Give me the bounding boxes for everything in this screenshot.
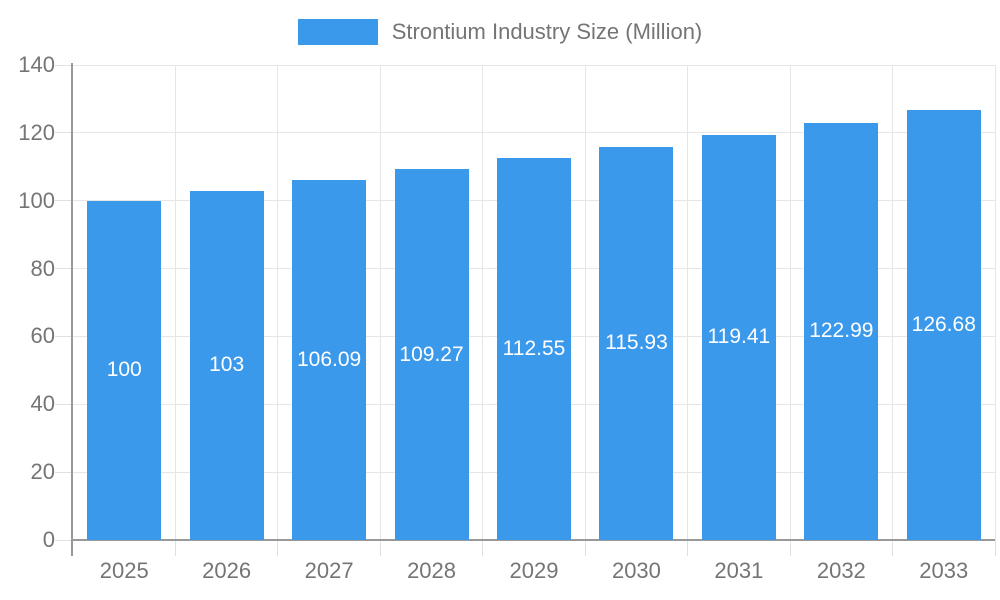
legend-swatch-icon — [297, 19, 378, 45]
x-axis-tick-label: 2031 — [714, 558, 764, 583]
bar[interactable] — [701, 134, 776, 540]
bar-value-label: 100 — [106, 358, 142, 382]
y-axis-tick-label: 20 — [30, 459, 55, 485]
bar[interactable] — [394, 169, 469, 540]
bar[interactable] — [87, 200, 162, 540]
x-axis-tick-label: 2028 — [407, 558, 457, 583]
gridline-horizontal — [73, 132, 995, 134]
bar[interactable] — [189, 190, 264, 540]
y-axis-tick-label: 0 — [42, 527, 55, 552]
y-axis-tick — [55, 539, 73, 541]
y-axis-tick-label: 140 — [18, 52, 55, 77]
gridline-vertical — [174, 65, 176, 540]
x-axis-tick — [892, 540, 894, 556]
gridline-vertical — [892, 65, 894, 540]
x-axis-tick-label: 2032 — [816, 558, 866, 583]
x-axis-tick — [584, 540, 586, 556]
bar[interactable] — [599, 146, 674, 540]
y-axis-tick-label: 60 — [30, 323, 55, 349]
gridline-horizontal — [73, 64, 995, 66]
bar-value-label: 109.27 — [399, 342, 464, 366]
bar-value-label: 122.99 — [809, 319, 874, 343]
x-axis-tick-label: 2033 — [919, 558, 969, 583]
y-axis-tick — [55, 200, 73, 202]
x-axis-tick — [687, 540, 689, 556]
y-axis-tick — [55, 403, 73, 405]
bar-value-label: 126.68 — [911, 313, 976, 337]
bar-value-label: 106.09 — [296, 348, 362, 372]
legend-label: Strontium Industry Size (Million) — [391, 19, 703, 44]
gridline-vertical — [379, 65, 381, 540]
bar-value-label: 119.41 — [707, 325, 771, 349]
x-axis-tick — [277, 540, 279, 556]
gridline-vertical — [277, 65, 279, 540]
gridline-vertical — [687, 65, 689, 540]
x-axis-tick — [174, 540, 176, 556]
x-axis-line — [71, 539, 995, 541]
y-axis-tick — [55, 471, 73, 473]
x-axis-tick-label: 2026 — [202, 558, 252, 583]
bar[interactable] — [906, 110, 981, 540]
y-axis-tick — [55, 268, 73, 270]
gridline-vertical — [584, 65, 586, 540]
gridline-vertical — [482, 65, 484, 540]
x-axis-tick — [789, 540, 791, 556]
bar[interactable] — [497, 158, 571, 540]
y-axis-tick-label: 100 — [18, 187, 55, 213]
y-axis-tick-label: 120 — [18, 119, 55, 145]
bar-value-label: 115.93 — [605, 331, 668, 355]
x-axis-tick-label: 2027 — [304, 558, 354, 583]
y-axis-tick-label: 40 — [30, 391, 55, 417]
bar-value-label: 112.55 — [502, 337, 566, 361]
y-axis-tick-label: 80 — [30, 255, 55, 281]
gridline-vertical — [789, 65, 791, 540]
chart-legend[interactable]: Strontium Industry Size (Million) — [0, 14, 1000, 50]
y-axis-tick — [55, 335, 73, 337]
bar[interactable] — [292, 180, 367, 540]
bar[interactable] — [804, 122, 879, 540]
gridline-vertical — [994, 65, 996, 540]
x-axis-tick — [994, 540, 996, 556]
x-axis-tick-label: 2025 — [99, 558, 149, 583]
x-axis-tick — [482, 540, 484, 556]
y-axis-tick — [55, 132, 73, 134]
x-axis-tick — [379, 540, 381, 556]
y-axis-line — [71, 63, 73, 556]
x-axis-tick-label: 2029 — [509, 558, 559, 583]
bar-value-label: 103 — [209, 353, 245, 377]
y-axis-tick — [55, 64, 73, 66]
x-axis-tick-label: 2030 — [611, 558, 661, 583]
